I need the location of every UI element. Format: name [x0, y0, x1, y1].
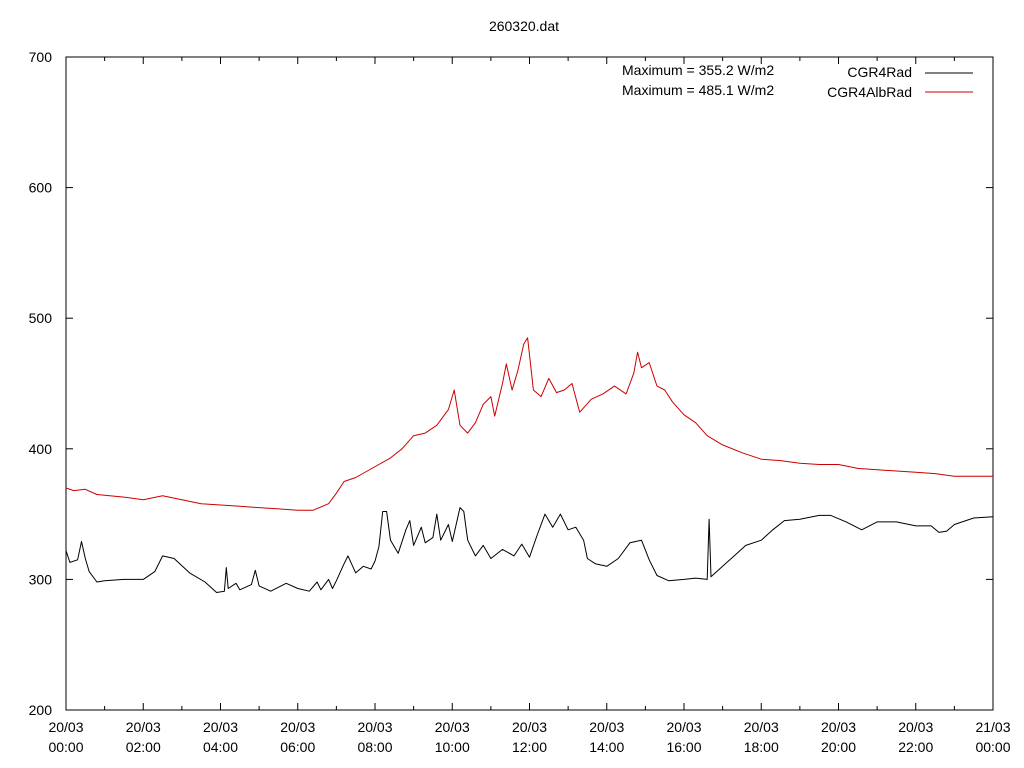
x-tick-label-date: 20/03 [126, 719, 161, 735]
x-tick-label-time: 00:00 [975, 739, 1010, 755]
chart-title: 260320.dat [489, 18, 559, 34]
x-tick-label-date: 20/03 [357, 719, 392, 735]
x-tick-label-time: 18:00 [744, 739, 779, 755]
legend: CGR4Rad CGR4AlbRad [827, 64, 973, 100]
y-tick-label: 500 [29, 310, 53, 326]
legend-label-cgr4albrad: CGR4AlbRad [827, 84, 912, 100]
x-tick-label-date: 20/03 [589, 719, 624, 735]
annotation-max-2: Maximum = 485.1 W/m2 [622, 82, 774, 98]
plot-frame [65, 56, 994, 711]
x-tick-label-time: 10:00 [435, 739, 470, 755]
x-tick-label-time: 20:00 [821, 739, 856, 755]
x-tick-label-time: 06:00 [280, 739, 315, 755]
y-tick-label: 200 [29, 702, 53, 718]
x-tick-label-date: 20/03 [744, 719, 779, 735]
series-line-cgr4albrad [65, 337, 993, 511]
x-tick-label-date: 21/03 [975, 719, 1010, 735]
x-tick-label-time: 16:00 [666, 739, 701, 755]
x-tick-label-date: 20/03 [821, 719, 856, 735]
legend-label-cgr4rad: CGR4Rad [847, 64, 912, 80]
x-tick-label-date: 20/03 [435, 719, 470, 735]
series-line-cgr4rad [65, 507, 994, 593]
y-tick-label: 600 [29, 180, 53, 196]
x-axis: 20/03 00:00 20/03 02:00 20/03 04:00 20/03 06:00… [48, 57, 1011, 755]
x-tick-label-date: 20/03 [512, 719, 547, 735]
x-tick-label-time: 22:00 [898, 739, 933, 755]
x-tick-label-date: 20/03 [898, 719, 933, 735]
x-tick-label-time: 08:00 [357, 739, 392, 755]
annotation-max-1: Maximum = 355.2 W/m2 [622, 62, 774, 78]
x-tick-label-time: 00:00 [48, 739, 83, 755]
y-tick-label: 700 [29, 49, 53, 65]
x-tick-label-time: 12:00 [512, 739, 547, 755]
x-tick-label-time: 14:00 [589, 739, 624, 755]
x-tick-label-date: 20/03 [203, 719, 238, 735]
y-tick-label: 400 [29, 441, 53, 457]
x-tick-label-time: 04:00 [203, 739, 238, 755]
y-tick-label: 300 [29, 571, 53, 587]
x-tick-label-date: 20/03 [666, 719, 701, 735]
x-tick-label-time: 02:00 [126, 739, 161, 755]
x-tick-label-date: 20/03 [48, 719, 83, 735]
series-layer [65, 337, 994, 593]
y-axis: 200 300 400 500 600 700 [29, 49, 993, 718]
x-tick-label-date: 20/03 [280, 719, 315, 735]
